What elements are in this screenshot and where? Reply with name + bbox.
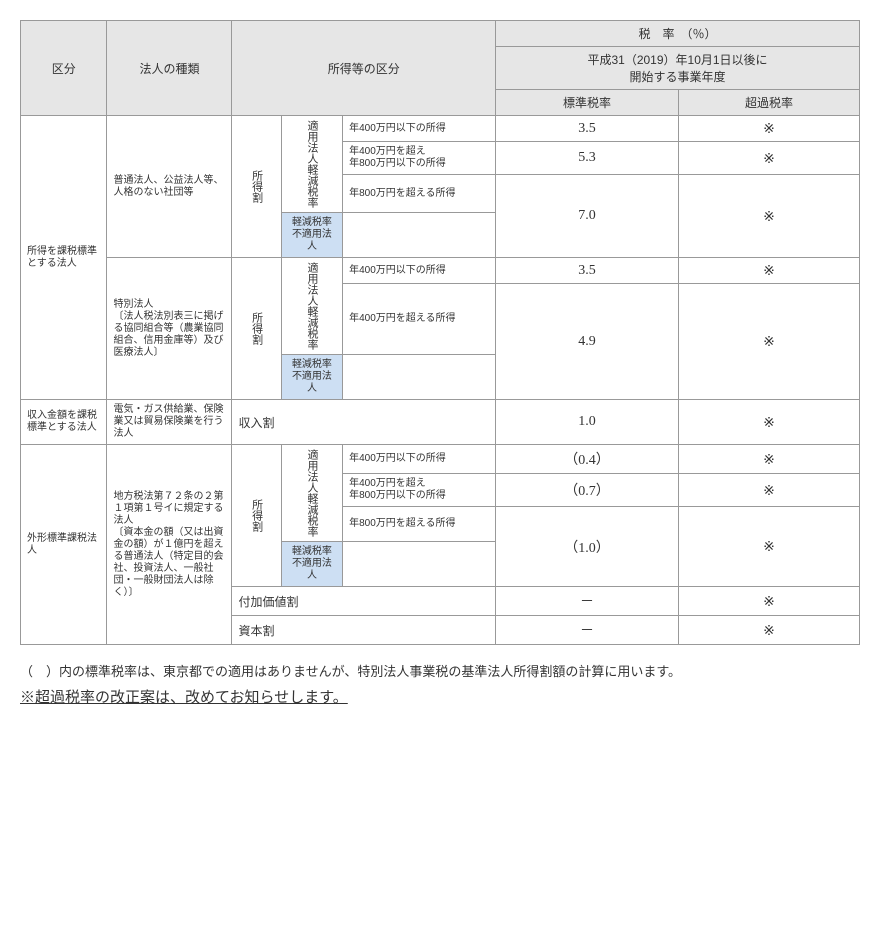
std-r5: 4.9 [496,284,679,400]
cat-shunyuu: 収入金額を課税標準とする法人 [21,400,107,445]
std-r4: 3.5 [496,258,679,284]
item-r1: 年400万円以下の所得 [343,116,496,142]
type-denki: 電気・ガス供給業、保険業又は貿易保険業を行う法人 [107,400,232,445]
label-keigen-3: 軽減税率 [306,493,318,537]
label-tekiyou-1: 適用法人 [306,120,318,164]
std-r1: 3.5 [496,116,679,142]
exc-r11: ※ [678,616,859,645]
std-r6: 1.0 [496,400,679,445]
header-kubun: 区分 [21,21,107,116]
item-r2: 年400万円を超え 年800万円以下の所得 [343,142,496,175]
label-tekiyou-2: 適用法人 [306,262,318,306]
header-zeiritsu: 税 率 （％） [496,21,860,47]
label-fukakachi: 付加価値割 [232,587,496,616]
exc-r8: ※ [678,474,859,507]
item-r4: 年400万円以下の所得 [343,258,496,284]
exc-r1: ※ [678,116,859,142]
item-r8: 年400万円を超え 年800万円以下の所得 [343,474,496,507]
cat-shotoku: 所得を課税標準とする法人 [21,116,107,400]
item-r5a: 年400万円を超える所得 [343,284,496,355]
cat-gaikei: 外形標準課税法人 [21,445,107,645]
header-shotoku: 所得等の区分 [232,21,496,116]
exc-r7: ※ [678,445,859,474]
exc-r3: ※ [678,175,859,258]
label-shunyuwari: 収入割 [232,400,496,445]
type-tokubetsu: 特別法人 〔法人税法別表三に掲げる協同組合等（農業協同組合、信用金庫等）及び医療… [107,258,232,400]
item-r3a: 年800万円を超える所得 [343,175,496,213]
exc-r10: ※ [678,587,859,616]
label-shihonwari: 資本割 [232,616,496,645]
std-r9: （1.0） [496,507,679,587]
std-r8: （0.7） [496,474,679,507]
std-r2: 5.3 [496,142,679,175]
std-r11: － [496,616,679,645]
label-keigen-2: 軽減税率 [306,306,318,350]
exc-r2: ※ [678,142,859,175]
label-shotokuwari-1: 所得割 [251,170,263,203]
nontekiyou-2: 軽減税率不適用法人 [281,355,342,400]
type-chihou: 地方税法第７２条の２第１項第１号イに規定する法人 〔資本金の額（又は出資金の額）… [107,445,232,645]
header-houjin: 法人の種類 [107,21,232,116]
header-excess: 超過税率 [678,90,859,116]
exc-r9: ※ [678,507,859,587]
nontekiyou-1: 軽減税率不適用法人 [281,213,342,258]
header-standard: 標準税率 [496,90,679,116]
tax-rate-table: 区分 法人の種類 所得等の区分 税 率 （％） 平成31（2019）年10月1日… [20,20,860,645]
header-period: 平成31（2019）年10月1日以後に 開始する事業年度 [496,47,860,90]
exc-r4: ※ [678,258,859,284]
label-shotokuwari-3: 所得割 [251,499,263,532]
item-r9a: 年800万円を超える所得 [343,507,496,542]
note-2: ※超過税率の改正案は、改めてお知らせします。 [20,686,858,707]
label-shotokuwari-2: 所得割 [251,312,263,345]
nontekiyou-3: 軽減税率不適用法人 [281,542,342,587]
std-r7: （0.4） [496,445,679,474]
type-futsuu: 普通法人、公益法人等、人格のない社団等 [107,116,232,258]
label-keigen-1: 軽減税率 [306,164,318,208]
label-tekiyou-3: 適用法人 [306,449,318,493]
note-1: （ ）内の標準税率は、東京都での適用はありませんが、特別法人事業税の基準法人所得… [20,661,858,680]
std-r10: － [496,587,679,616]
item-r7: 年400万円以下の所得 [343,445,496,474]
exc-r5: ※ [678,284,859,400]
std-r3: 7.0 [496,175,679,258]
exc-r6: ※ [678,400,859,445]
